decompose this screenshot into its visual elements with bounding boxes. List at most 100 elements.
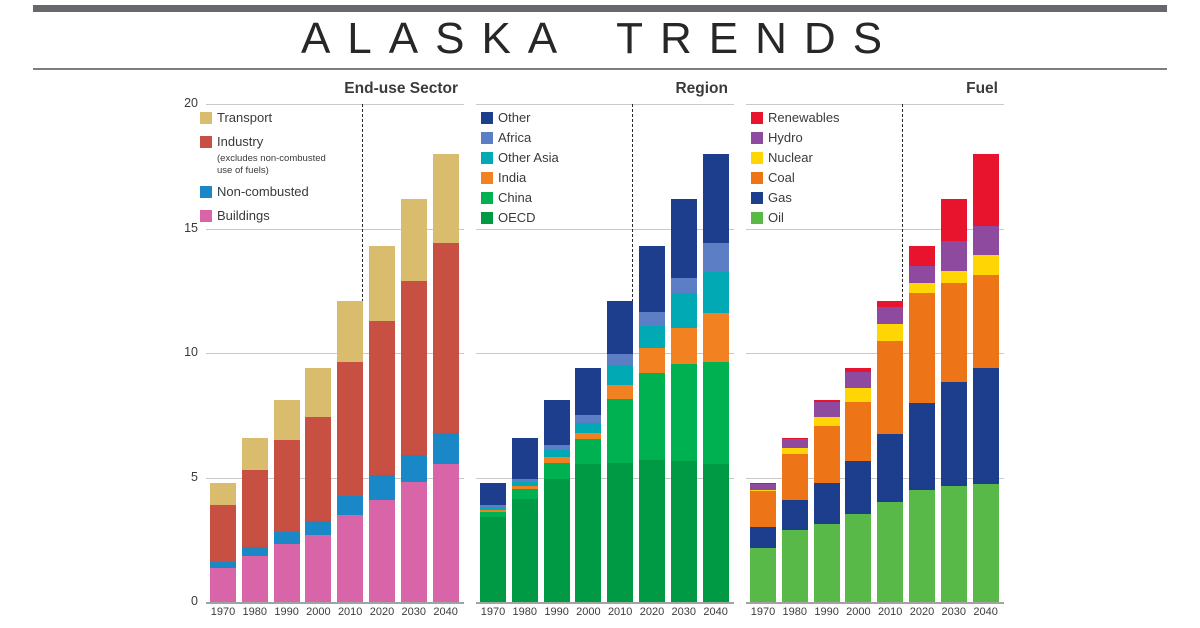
bar-segment-other-asia <box>639 325 665 349</box>
bar-segment-transport <box>305 367 332 417</box>
legend-label: OECD <box>498 210 536 225</box>
india-swatch-icon <box>481 172 493 184</box>
bar-segment-transport <box>337 300 364 362</box>
gridline-20 <box>476 104 734 105</box>
bar-1980 <box>511 104 538 602</box>
bar-segment-hydro <box>877 306 904 325</box>
legend-item-transport: Transport <box>200 111 272 125</box>
x-axis-label: 2010 <box>337 606 363 618</box>
bar-segment-china <box>480 512 506 518</box>
bar-segment-oecd <box>702 463 729 602</box>
header-bar <box>33 5 1167 12</box>
bar-segment-buildings <box>432 463 459 602</box>
legend-item-hydro: Hydro <box>751 131 803 145</box>
bar-1970 <box>750 104 776 602</box>
legend-item-renewables: Renewables <box>751 111 840 125</box>
bar-1970 <box>210 104 236 602</box>
bar-2000 <box>305 104 332 602</box>
bar-segment-other <box>670 198 697 279</box>
x-axis-label: 1970 <box>210 606 236 618</box>
bar-segment-other-asia <box>670 293 697 329</box>
bar-segment-industry <box>241 470 268 548</box>
bar-segment-africa <box>702 243 729 273</box>
x-axis-label: 2030 <box>671 606 697 618</box>
legend-label: Other Asia <box>498 150 559 165</box>
bar-segment-china <box>702 361 729 464</box>
bar-segment-oecd <box>670 461 697 602</box>
bar-segment-africa <box>670 278 697 294</box>
bar-segment-non-combusted <box>210 562 236 569</box>
x-axis-label: 2020 <box>369 606 395 618</box>
gridline-20 <box>746 104 1004 105</box>
legend-item-other: Other <box>481 111 531 125</box>
bar-segment-industry <box>369 320 395 476</box>
bar-segment-transport <box>210 482 236 505</box>
bar-segment-africa <box>511 478 538 482</box>
legend-label: Hydro <box>768 130 803 145</box>
bar-segment-india <box>670 328 697 365</box>
bar-segment-china <box>639 372 665 461</box>
x-axis-line <box>746 602 1004 604</box>
legend-item-india: India <box>481 171 526 185</box>
bar-segment-oecd <box>480 517 506 602</box>
bar-segment-renewables <box>845 367 872 372</box>
bar-segment-oil <box>845 513 872 602</box>
y-axis-label: 0 <box>191 594 198 608</box>
bar-segment-other <box>575 367 602 416</box>
bar-segment-transport <box>241 437 268 471</box>
legend-item-non-combusted: Non-combusted <box>200 185 309 199</box>
bar-segment-industry <box>210 504 236 563</box>
bar-segment-coal <box>972 274 999 368</box>
bar-segment-buildings <box>400 482 427 602</box>
nuclear-swatch-icon <box>751 152 763 164</box>
bar-segment-hydro <box>940 240 967 271</box>
oil-swatch-icon <box>751 212 763 224</box>
bar-segment-coal <box>909 293 935 403</box>
bar-segment-other-asia <box>543 449 570 458</box>
bar-segment-non-combusted <box>432 432 459 464</box>
other-asia-swatch-icon <box>481 152 493 164</box>
buildings-swatch-icon <box>200 210 212 222</box>
x-axis-label: 2010 <box>877 606 903 618</box>
legend-label: Nuclear <box>768 150 813 165</box>
other-swatch-icon <box>481 112 493 124</box>
gridline-10 <box>746 353 1004 354</box>
gridline-15 <box>746 228 1004 230</box>
bar-segment-india <box>511 486 538 490</box>
bar-segment-nuclear <box>972 254 999 275</box>
bar-2040 <box>702 104 729 602</box>
chart-title: Fuel <box>966 80 998 97</box>
bar-segment-gas <box>877 433 904 503</box>
gridline-5 <box>476 477 734 479</box>
legend-label: Coal <box>768 170 795 185</box>
bar-segment-coal <box>750 491 776 528</box>
x-axis-label: 1990 <box>274 606 299 618</box>
bar-segment-other <box>543 400 570 446</box>
bar-segment-buildings <box>305 534 332 602</box>
x-axis-label: 1980 <box>242 606 268 618</box>
bar-segment-transport <box>400 198 427 281</box>
industry-swatch-icon <box>200 136 212 148</box>
bar-segment-china <box>543 462 570 479</box>
x-axis-line <box>206 602 464 604</box>
legend-item-nuclear: Nuclear <box>751 151 813 165</box>
bar-segment-non-combusted <box>241 547 268 556</box>
bar-segment-coal <box>877 340 904 434</box>
bar-segment-coal <box>781 453 808 500</box>
bar-segment-other <box>480 482 506 505</box>
bar-segment-non-combusted <box>337 496 364 515</box>
bar-2040 <box>432 104 459 602</box>
non-combusted-swatch-icon <box>200 186 212 198</box>
bar-segment-coal <box>813 426 840 483</box>
gridline-20 <box>206 104 464 105</box>
bar-segment-transport <box>369 245 395 321</box>
legend-label: Africa <box>498 130 532 145</box>
bar-segment-renewables <box>909 245 935 266</box>
coal-swatch-icon <box>751 172 763 184</box>
bar-segment-china <box>670 364 697 462</box>
bar-segment-india <box>575 432 602 439</box>
legend-label: China <box>498 190 532 205</box>
bar-segment-nuclear <box>813 416 840 427</box>
bar-segment-oecd <box>543 478 570 602</box>
